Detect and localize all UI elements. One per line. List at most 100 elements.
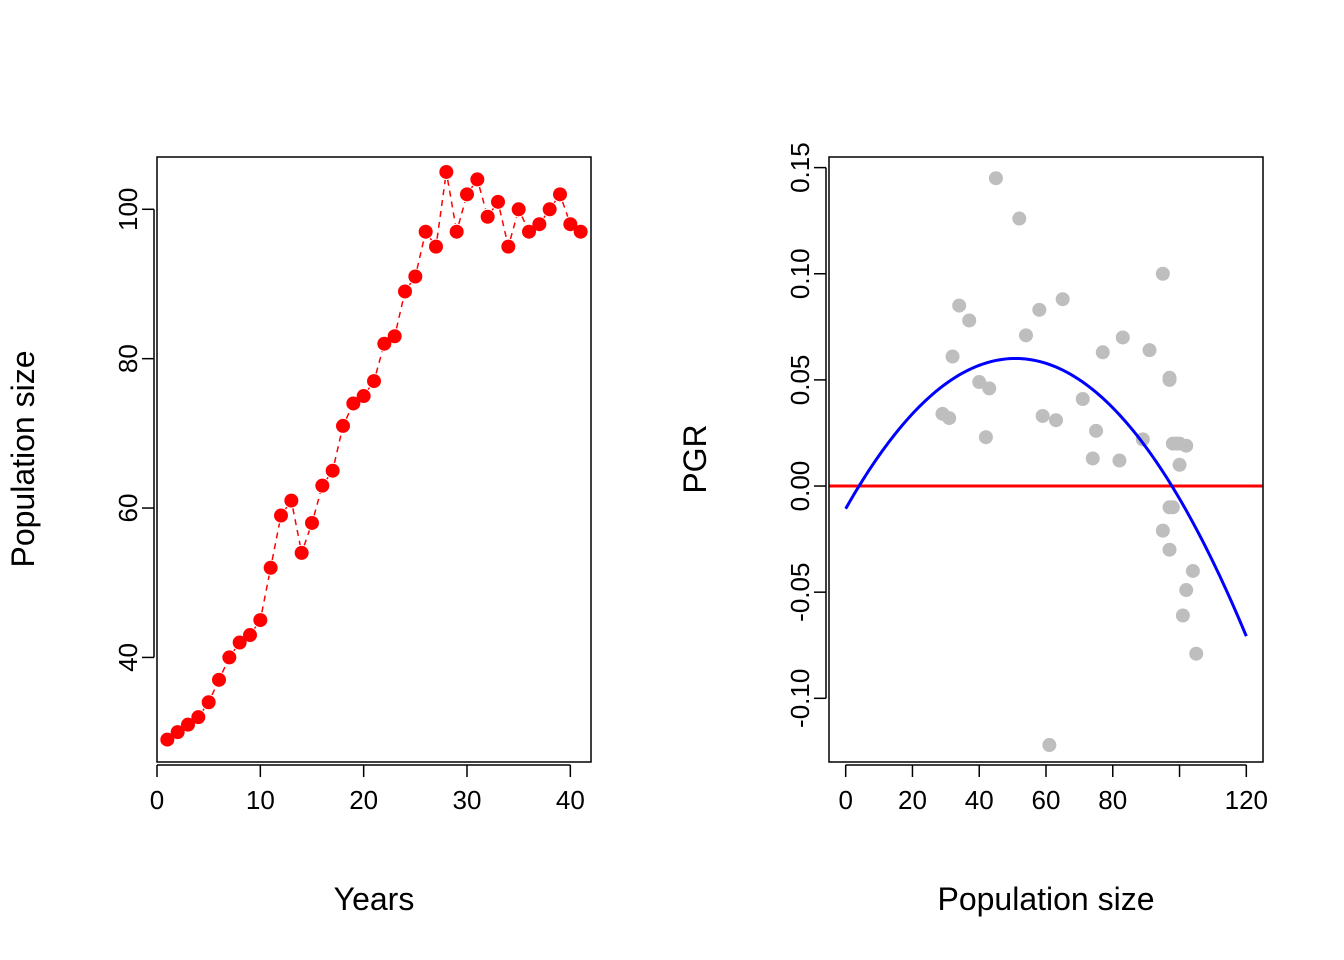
right-data-point xyxy=(1018,328,1033,343)
left-data-point xyxy=(336,418,350,433)
left-connector-segment xyxy=(333,433,342,464)
population-time-series-panel: 0 10 20 30 40 40 60 80 100 Years Population siz… xyxy=(5,156,592,917)
left-connector-segment xyxy=(416,239,425,269)
left-data-point xyxy=(522,224,536,239)
left-data-point xyxy=(170,725,185,740)
left-connector-segment xyxy=(202,708,205,712)
left-data-point xyxy=(243,628,257,643)
left-data-point xyxy=(480,209,495,224)
left-connector-segment xyxy=(271,523,281,561)
left-y-axis: 40 60 80 100 xyxy=(113,188,155,672)
left-data-point xyxy=(429,239,443,254)
left-data-point xyxy=(408,269,423,284)
right-data-point xyxy=(1162,500,1177,515)
left-data-point xyxy=(232,635,247,650)
left-data-point xyxy=(398,284,412,299)
left-connector-segment xyxy=(458,201,466,225)
right-data-point xyxy=(1085,451,1100,466)
left-y-tick-label: 60 xyxy=(113,494,143,523)
right-data-point xyxy=(1175,608,1190,623)
right-data-point xyxy=(1179,438,1194,453)
left-x-axis-title: Years xyxy=(334,881,415,917)
left-connector-segment xyxy=(478,186,487,210)
left-y-tick-label: 80 xyxy=(113,344,143,373)
right-x-tick-label: 120 xyxy=(1225,785,1268,815)
left-data-point xyxy=(542,202,557,217)
right-data-point xyxy=(1115,330,1130,345)
left-y-tick-label: 100 xyxy=(113,188,143,231)
right-data-point xyxy=(978,430,993,445)
left-connector-segment xyxy=(408,282,412,286)
left-data-point xyxy=(346,396,361,411)
left-data-point xyxy=(418,224,433,239)
left-data-point xyxy=(305,515,319,530)
left-data-point xyxy=(367,374,381,389)
left-x-tick-label: 20 xyxy=(349,785,378,815)
left-x-tick-label: 30 xyxy=(453,785,482,815)
right-y-tick-label: -0.05 xyxy=(785,563,815,622)
left-data-point xyxy=(460,187,474,202)
right-plot-frame xyxy=(828,156,1264,763)
right-x-tick-label: 80 xyxy=(1098,785,1127,815)
right-data-point xyxy=(988,171,1003,186)
left-data-point xyxy=(160,732,175,747)
left-connector-segment xyxy=(521,216,527,225)
right-data-point xyxy=(1042,738,1057,753)
left-data-point xyxy=(449,224,464,239)
left-connector-segment xyxy=(553,200,557,204)
right-y-tick-label: 0.15 xyxy=(785,142,815,193)
right-data-point xyxy=(982,381,997,396)
right-x-tick-label: 60 xyxy=(1032,785,1061,815)
left-data-point xyxy=(253,613,268,628)
right-x-tick-label: 0 xyxy=(838,785,852,815)
left-connector-segment xyxy=(313,493,321,516)
right-data-point xyxy=(1162,542,1177,557)
left-connector-segment xyxy=(470,185,474,189)
left-connector-segment xyxy=(543,215,546,219)
left-data-point xyxy=(212,672,226,687)
left-connector-segment xyxy=(284,506,288,510)
left-data-point xyxy=(356,389,371,404)
right-data-point xyxy=(1055,292,1070,307)
left-connector-segment xyxy=(509,216,518,240)
left-data-point xyxy=(294,545,309,560)
right-data-point xyxy=(1172,457,1187,472)
left-data-point xyxy=(573,224,588,239)
left-data-point xyxy=(491,194,505,209)
right-x-tick-label: 40 xyxy=(965,785,994,815)
left-data-point xyxy=(325,463,340,478)
right-data-point xyxy=(1089,423,1104,438)
left-data-point xyxy=(511,202,526,217)
right-y-axis-title: PGR xyxy=(677,424,713,493)
right-data-point xyxy=(1135,432,1150,447)
left-connector-segment xyxy=(292,508,301,546)
left-plot-frame xyxy=(156,156,592,763)
right-plot-marks xyxy=(829,171,1263,753)
right-data-point xyxy=(1095,345,1110,360)
left-data-point xyxy=(532,217,547,232)
right-x-axis-title: Population size xyxy=(937,881,1154,917)
right-data-point xyxy=(1049,413,1064,428)
right-y-tick-label: 0.00 xyxy=(785,461,815,512)
right-data-point xyxy=(1185,563,1200,578)
right-data-point xyxy=(942,411,957,426)
fitted-pgr-curve xyxy=(844,356,1248,637)
right-data-point xyxy=(1179,583,1194,598)
right-y-tick-label: 0.10 xyxy=(785,248,815,299)
right-x-tick-label: 20 xyxy=(898,785,927,815)
left-connector-segment xyxy=(367,387,371,390)
right-data-point xyxy=(1075,392,1090,406)
left-data-point xyxy=(377,336,392,351)
left-data-point xyxy=(501,239,516,254)
left-connector-segment xyxy=(395,299,404,329)
right-data-point xyxy=(1155,523,1170,538)
left-connector-segment xyxy=(345,410,351,419)
right-data-point xyxy=(1012,211,1027,226)
left-data-point xyxy=(222,650,237,665)
left-data-point xyxy=(387,329,402,344)
left-y-tick-label: 40 xyxy=(113,643,143,672)
left-connector-segment xyxy=(491,207,495,211)
left-connector-segment xyxy=(221,664,227,673)
right-data-point xyxy=(1165,436,1180,451)
